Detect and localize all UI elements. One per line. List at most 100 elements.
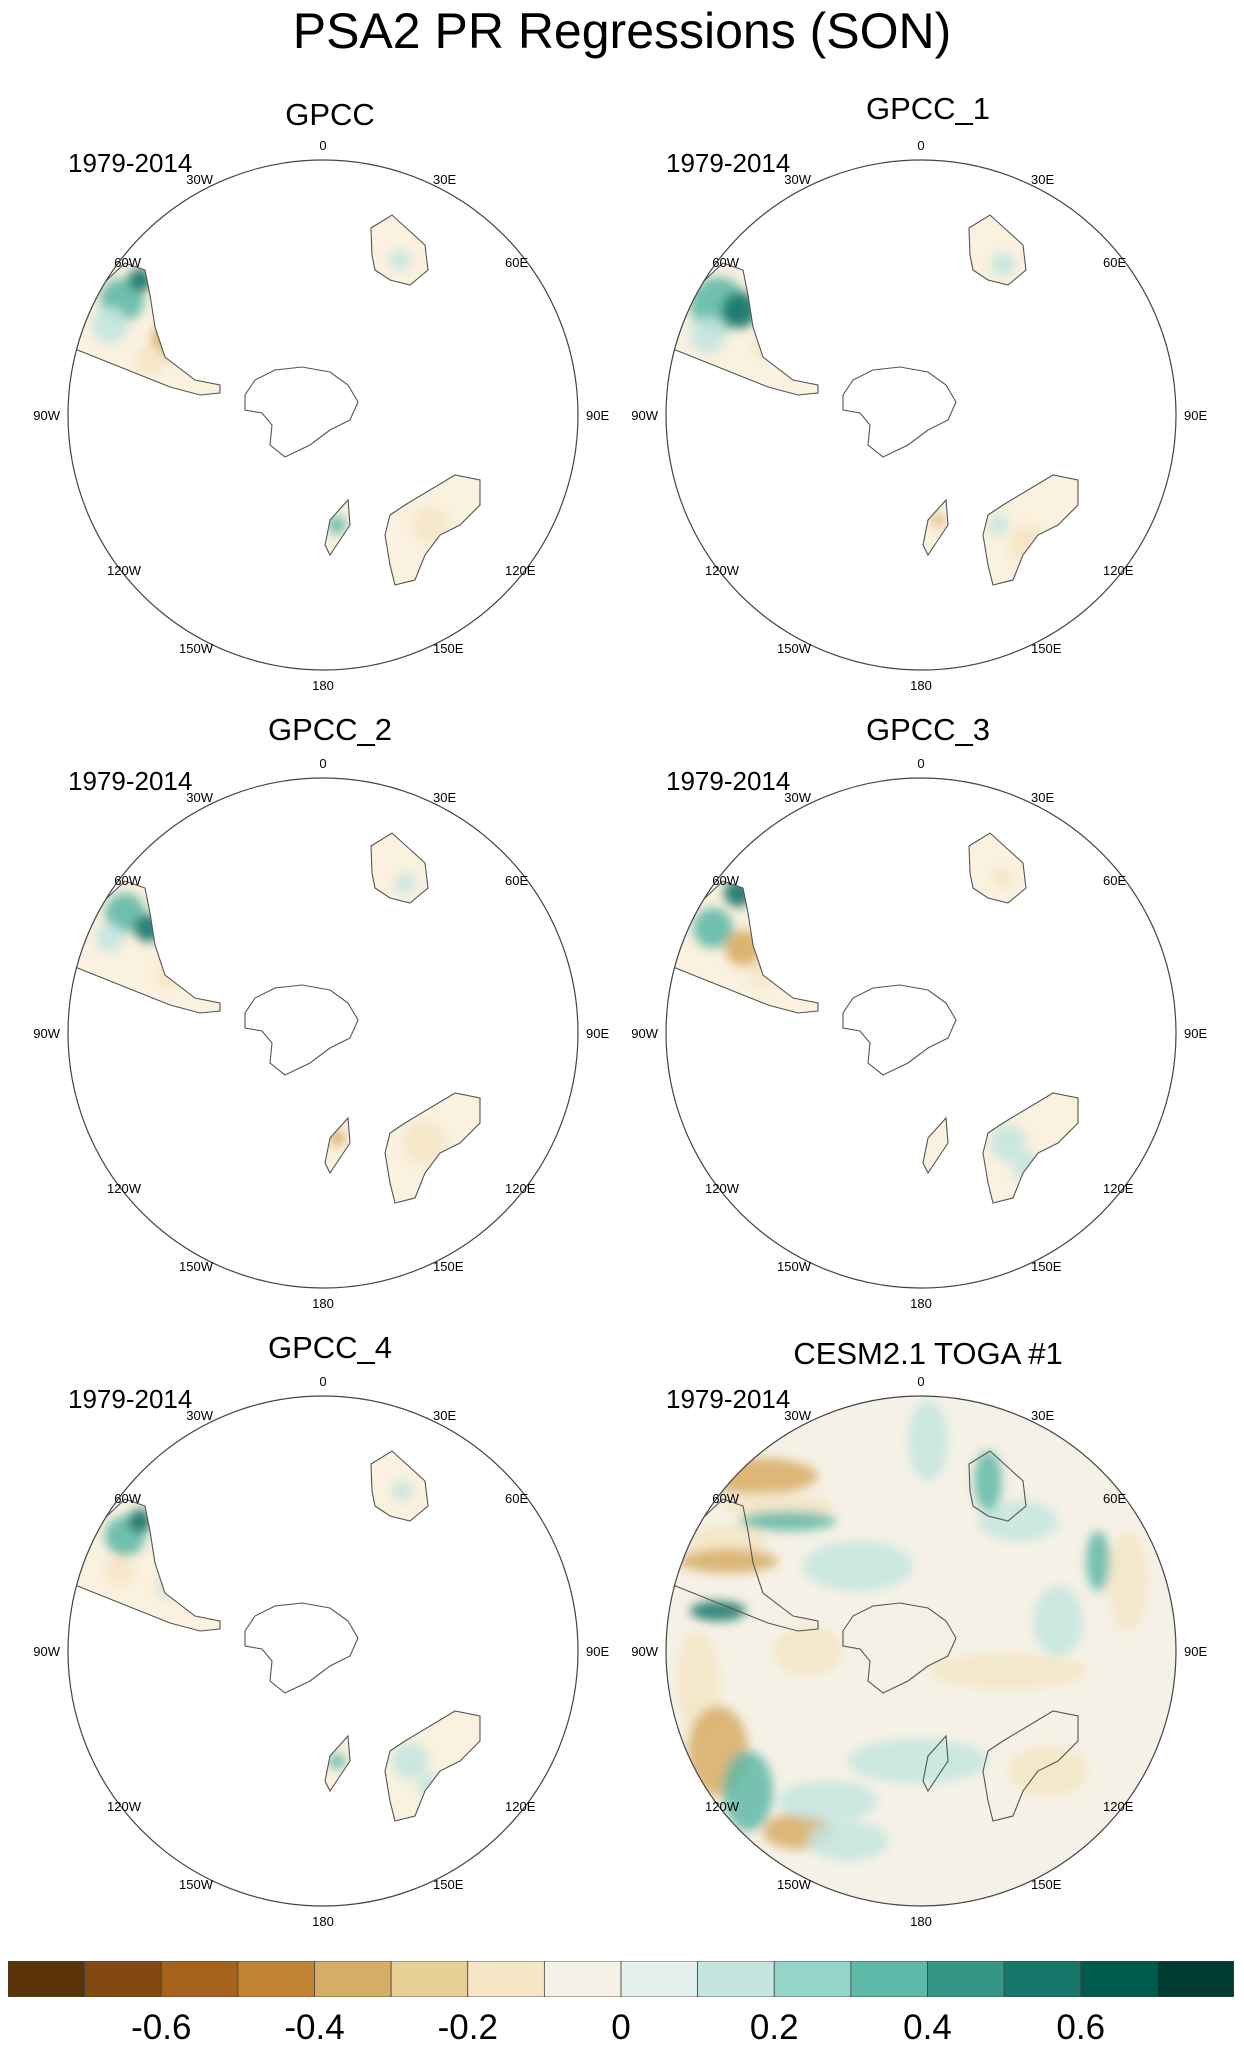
map-panel: GPCC_4 1979-2014 0 30E 60E 90E 120E 150E 180 15… [30, 1330, 630, 1951]
colorbar-swatch [1003, 1960, 1082, 1998]
colorbar-tick-label: -0.6 [131, 2008, 192, 2047]
longitude-label: 30W [186, 172, 213, 187]
polar-map: 0 30E 60E 90E 120E 150E 180 150W 120W 90W 60W 30W [631, 138, 1207, 693]
longitude-label: 60E [505, 255, 528, 270]
longitude-label: 0 [917, 1374, 924, 1389]
colorbar-swatch [160, 1960, 239, 1998]
colorbar-tick-label: 0.4 [903, 2008, 952, 2047]
longitude-label: 180 [312, 678, 334, 693]
longitude-label: 30E [433, 790, 456, 805]
longitude-label: 180 [312, 1914, 334, 1929]
polar-map: 0 30E 60E 90E 120E 150E 180 150W 120W 90W 60W 30W [631, 1374, 1207, 1929]
polar-map: 0 30E 60E 90E 120E 150E 180 150W 120W 90W 60W 30W [33, 756, 609, 1311]
map-panel: CESM2.1 TOGA #1 1979-2014 0 30E 60E 90E 120E… [628, 1331, 1228, 1951]
longitude-label: 90W [631, 408, 658, 423]
colorbar-swatch [697, 1960, 775, 1998]
longitude-label: 120W [705, 1181, 740, 1196]
longitude-label: 150E [433, 1259, 464, 1274]
panel-title: GPCC_4 [267, 1330, 393, 1365]
longitude-label: 60E [1103, 255, 1126, 270]
map-panel: GPCC_2 1979-2014 0 30E 60E 90E 120E 150E 180 15… [30, 712, 630, 1333]
longitude-label: 150W [777, 641, 812, 656]
longitude-label: 120W [107, 1799, 142, 1814]
longitude-label: 120E [505, 1799, 536, 1814]
longitude-label: 90W [33, 1644, 60, 1659]
longitude-label: 180 [312, 1296, 334, 1311]
panel-period: 1979-2014 [666, 1384, 791, 1414]
panel-period: 1979-2014 [666, 148, 791, 178]
colorbar-swatch [850, 1960, 928, 1998]
longitude-label: 120W [107, 1181, 142, 1196]
colorbar-swatch [237, 1960, 315, 1998]
longitude-label: 150E [1031, 641, 1062, 656]
longitude-label: 150E [1031, 1877, 1062, 1892]
longitude-label: 90W [631, 1644, 658, 1659]
colorbar-swatch [543, 1960, 622, 1998]
longitude-label: 180 [910, 1296, 932, 1311]
longitude-label: 60E [1103, 1491, 1126, 1506]
longitude-label: 30W [784, 1408, 811, 1423]
longitude-label: 120W [107, 563, 142, 578]
colorbar-swatch [620, 1960, 699, 1998]
longitude-label: 150W [179, 641, 214, 656]
longitude-label: 120E [1103, 1181, 1134, 1196]
longitude-label: 30W [186, 1408, 213, 1423]
panel-period: 1979-2014 [666, 766, 791, 796]
longitude-label: 180 [910, 1914, 932, 1929]
longitude-label: 120E [1103, 563, 1134, 578]
longitude-label: 90E [1184, 1644, 1207, 1659]
longitude-label: 60W [114, 255, 141, 270]
longitude-label: 0 [917, 138, 924, 153]
longitude-label: 0 [319, 1374, 326, 1389]
longitude-label: 90E [586, 1026, 609, 1041]
colorbar-tick-label: 0.6 [1056, 2008, 1106, 2047]
polar-map: 0 30E 60E 90E 120E 150E 180 150W 120W 90W 60W 30W [33, 138, 609, 693]
longitude-label: 0 [319, 138, 326, 153]
longitude-label: 120E [1103, 1799, 1134, 1814]
longitude-label: 60E [505, 1491, 528, 1506]
colorbar-tick-label: 0.2 [749, 2008, 799, 2047]
longitude-label: 60W [114, 1491, 141, 1506]
longitude-label: 30E [1031, 172, 1054, 187]
longitude-label: 150W [179, 1259, 214, 1274]
longitude-label: 150E [433, 1877, 464, 1892]
colorbar-swatch [927, 1960, 1005, 1998]
longitude-label: 120E [505, 563, 536, 578]
panel-period: 1979-2014 [68, 148, 193, 178]
longitude-label: 0 [319, 756, 326, 771]
longitude-label: 120W [705, 1799, 740, 1814]
longitude-label: 90W [33, 1026, 60, 1041]
colorbar-swatch [314, 1960, 392, 1998]
longitude-label: 150E [433, 641, 464, 656]
map-panel: GPCC 1979-2014 0 30E 60E 90E 120E 150E 180 150W… [30, 95, 630, 715]
longitude-label: 90W [33, 408, 60, 423]
longitude-label: 120E [505, 1181, 536, 1196]
colorbar-swatch [390, 1960, 469, 1998]
colorbar-swatch [467, 1960, 545, 1998]
map-panel: GPCC_1 1979-2014 0 30E 60E 90E 120E 150E 180 15… [628, 91, 1228, 715]
panel-title: GPCC_2 [267, 712, 393, 747]
longitude-label: 60E [505, 873, 528, 888]
panel-period: 1979-2014 [68, 1384, 193, 1414]
colorbar-tick-label: -0.2 [437, 2008, 498, 2047]
longitude-label: 60E [1103, 873, 1126, 888]
longitude-label: 60W [712, 255, 739, 270]
colorbar-tick-label: 0 [611, 2008, 631, 2047]
colorbar-swatch [84, 1960, 162, 1998]
longitude-label: 90E [586, 408, 609, 423]
longitude-label: 30W [784, 790, 811, 805]
longitude-label: 90E [1184, 1026, 1207, 1041]
panel-title: CESM2.1 TOGA #1 [793, 1336, 1063, 1371]
longitude-label: 60W [114, 873, 141, 888]
longitude-label: 120W [705, 563, 740, 578]
colorbar-swatches [7, 1960, 1235, 1998]
colorbar-swatch [1080, 1960, 1158, 1998]
panel-title: GPCC_3 [865, 712, 991, 747]
colorbar-swatch [773, 1960, 852, 1998]
colorbar [7, 1960, 1235, 1998]
longitude-label: 30W [784, 172, 811, 187]
longitude-label: 150W [179, 1877, 214, 1892]
colorbar-swatch [7, 1960, 86, 1998]
longitude-label: 90E [1184, 408, 1207, 423]
longitude-label: 150W [777, 1259, 812, 1274]
